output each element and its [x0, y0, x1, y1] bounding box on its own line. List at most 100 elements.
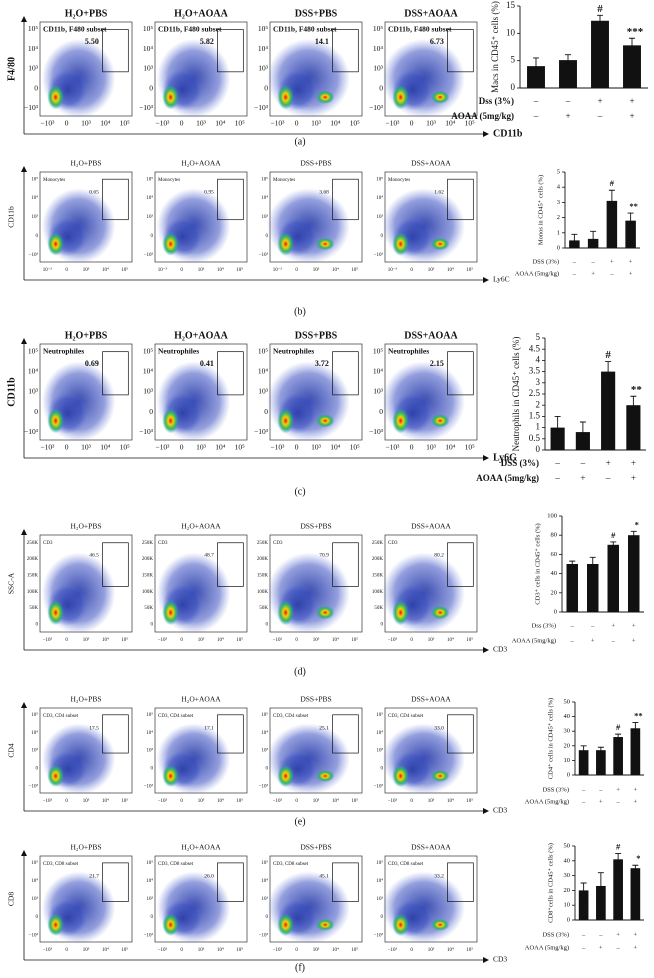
arrow-head: [21, 16, 27, 22]
condition-mark: –: [591, 258, 596, 265]
error-bar: [580, 745, 587, 756]
x-tick-label: 10⁴: [330, 443, 341, 452]
y-tick-label: 10⁴: [258, 44, 269, 53]
x-tick-label: 10⁴: [100, 119, 111, 128]
x-tick-label: 10⁻³: [158, 267, 168, 273]
bar: [607, 544, 619, 612]
significance: #: [610, 178, 615, 188]
x-tick-label: 0: [410, 443, 414, 452]
gate: [217, 351, 244, 396]
condition-mark: +: [565, 111, 570, 121]
significance: #: [616, 841, 621, 851]
x-tick-label: 10⁵: [235, 119, 246, 128]
x-tick-label: 10⁵: [120, 443, 131, 452]
y-tick-label: 0: [266, 622, 269, 627]
density-core: [277, 408, 294, 434]
y-tick-label: 1: [536, 422, 541, 432]
y-tick-label: 10³: [28, 64, 39, 73]
y-tick-label: 10³: [147, 748, 154, 754]
bar: [630, 728, 641, 775]
gate-value: 2.15: [430, 359, 444, 368]
panel-label: (c): [294, 486, 305, 497]
condition-name: DSS (3%): [532, 258, 559, 265]
x-tick-label: −10³: [40, 443, 55, 452]
x-tick-label: 10³: [428, 798, 435, 804]
y-tick-label: 250K: [257, 541, 269, 546]
bar: [578, 750, 589, 775]
x-tick-label: −10³: [43, 947, 53, 953]
condition-mark: +: [634, 931, 638, 938]
y-tick-label: 10⁵: [31, 712, 38, 718]
y-tick-label: 100K: [27, 590, 39, 595]
plot-title: DSS+AOAA: [411, 159, 451, 168]
condition-mark: +: [634, 798, 638, 805]
error-bar: [565, 54, 571, 67]
gate-value: 5.50: [85, 37, 99, 46]
condition-mark: +: [631, 458, 636, 468]
plot-title: DSS+AOAA: [404, 330, 458, 341]
plot-title: H₂O+PBS: [70, 522, 101, 531]
condition-name: AOAA (5mg/kg): [451, 111, 514, 121]
x-tick-label: 0: [295, 948, 298, 953]
condition-mark: –: [598, 931, 603, 938]
x-tick-label: 0: [180, 948, 183, 953]
y-tick-label: 0: [536, 444, 541, 454]
y-tick-label: 100: [547, 512, 557, 519]
density-core: [162, 764, 179, 788]
error-bar: [590, 230, 597, 247]
y-tick-label: 5: [557, 168, 560, 175]
x-tick-label: 10⁵: [466, 798, 473, 804]
y-tick-label: 10⁴: [143, 44, 154, 53]
y-tick-label: 0: [266, 234, 269, 239]
y-tick-label: 100K: [142, 590, 154, 595]
x-tick-label: 10⁵: [466, 267, 473, 273]
density-core: [392, 408, 409, 434]
x-tick-label: −10³: [43, 637, 53, 643]
x-tick-label: 10⁵: [351, 947, 358, 953]
x-tick-label: 10³: [81, 443, 92, 452]
y-tick-label: 150K: [257, 573, 269, 578]
condition-name: Dss (3%): [532, 622, 556, 629]
x-tick-label: 10⁴: [217, 267, 224, 273]
x-tick-label: 0: [295, 268, 298, 273]
gate-label: Neutrophiles: [158, 347, 199, 356]
y-tick-label: 10⁴: [261, 195, 268, 201]
arrow-head: [483, 131, 489, 137]
y-tick-label: 10⁴: [376, 195, 383, 201]
gate-value: 33.0: [434, 725, 444, 731]
gate: [332, 351, 359, 396]
x-tick-label: 10⁴: [100, 443, 111, 452]
y-axis-label: CD11b: [7, 206, 16, 228]
y-tick-label: 20: [564, 742, 571, 749]
x-tick-label: −10³: [385, 119, 400, 128]
y-tick-label: 10³: [262, 896, 269, 902]
y-tick-label: 5: [536, 332, 541, 342]
density-core: [431, 414, 450, 428]
density-core: [277, 764, 294, 788]
y-tick-label: 10³: [147, 896, 154, 902]
x-tick-label: 0: [410, 799, 413, 804]
x-tick-label: 0: [65, 119, 69, 128]
y-axis-label: CD11b: [6, 377, 17, 407]
condition-mark: +: [599, 798, 603, 805]
x-tick-label: 10³: [198, 947, 205, 953]
condition-mark: +: [629, 258, 633, 265]
x-tick-label: 10⁴: [102, 637, 109, 643]
y-axis-label: F4/80: [6, 57, 17, 81]
gate-value: 6.73: [430, 37, 444, 46]
y-tick-label: 10⁵: [373, 346, 384, 355]
y-tick-label: 30: [564, 872, 571, 879]
arrow-head: [21, 338, 27, 344]
plot-title: H₂O+AOAA: [181, 522, 221, 531]
y-tick-label: 0: [36, 622, 39, 627]
density-core: [392, 764, 409, 788]
condition-mark: –: [581, 786, 586, 793]
y-tick-label: 0: [264, 83, 268, 92]
x-tick-label: 0: [295, 443, 299, 452]
gate-value: 0.95: [204, 189, 214, 195]
gate-label: CD3, CD4 subset: [388, 714, 424, 719]
gate-label: CD3, CD8 subset: [43, 862, 79, 867]
gate-value: 0.65: [89, 189, 99, 195]
y-tick-label: 0: [151, 622, 154, 627]
